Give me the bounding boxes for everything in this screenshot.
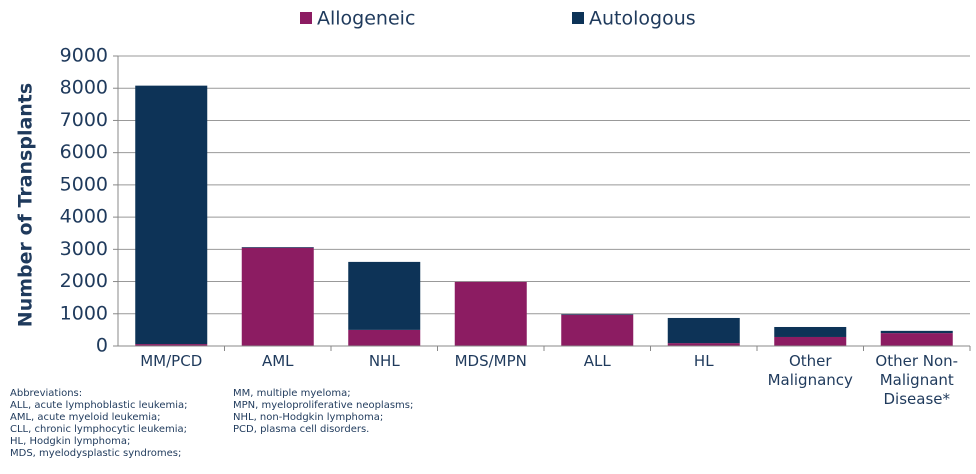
x-tick-label: Other Malignancy [767, 352, 853, 389]
y-tick-label: 5000 [60, 173, 108, 195]
legend-label: Autologous [589, 8, 696, 30]
footnote: PCD, plasma cell disorders. [233, 424, 370, 435]
footnote: CLL, chronic lymphocytic leukemia; [10, 424, 188, 435]
bar-segment [135, 344, 208, 346]
y-tick-label: 8000 [60, 77, 108, 99]
footnote: AML, acute myeloid leukemia; [10, 412, 161, 423]
y-tick-label: 3000 [60, 238, 108, 260]
y-tick-label: 4000 [60, 206, 108, 228]
footnote: NHL, non-Hodgkin lymphoma; [233, 412, 384, 423]
footnote: ALL, acute lymphoblastic leukemia; [10, 400, 188, 411]
legend-swatch [300, 12, 312, 24]
x-tick-label: HL [693, 352, 714, 370]
bar-segment [561, 314, 634, 346]
legend-swatch [572, 12, 584, 24]
y-tick-label: 9000 [60, 45, 108, 67]
x-tick-label: Other Non-Malignant Disease* [875, 352, 959, 408]
bar-segment [241, 247, 314, 248]
bar-segment [561, 314, 634, 315]
x-tick-label: ALL [583, 352, 611, 370]
y-axis-label: Number of Transplants [15, 83, 37, 327]
y-tick-label: 2000 [60, 270, 108, 292]
footnote: HL, Hodgkin lymphoma; [10, 436, 131, 447]
y-tick-label: 6000 [60, 141, 108, 163]
bar-segment [774, 336, 847, 346]
bar-segment [135, 85, 208, 345]
bar-segment [880, 330, 953, 334]
x-tick-label: AML [261, 352, 294, 370]
footnote: MDS, myelodysplastic syndromes; [10, 448, 182, 459]
bar-segment [454, 281, 527, 346]
bar-segment [667, 317, 740, 344]
bar-segment [774, 326, 847, 337]
footnote: Abbreviations: [10, 388, 83, 399]
bar-segment [348, 261, 421, 330]
bar-segment [880, 333, 953, 346]
x-tick-label: MDS/MPN [454, 352, 527, 370]
legend-label: Allogeneic [317, 8, 415, 30]
y-tick-label: 0 [96, 335, 108, 357]
bar-segment [667, 343, 740, 346]
x-tick-label: NHL [368, 352, 400, 370]
footnote: MPN, myeloproliferative neoplasms; [233, 400, 414, 411]
footnote: MM, multiple myeloma; [233, 388, 351, 399]
y-tick-label: 7000 [60, 109, 108, 131]
x-tick-label: MM/PCD [140, 352, 203, 370]
y-tick-label: 1000 [60, 302, 108, 324]
bar-segment [241, 247, 314, 346]
bar-segment [348, 329, 421, 346]
